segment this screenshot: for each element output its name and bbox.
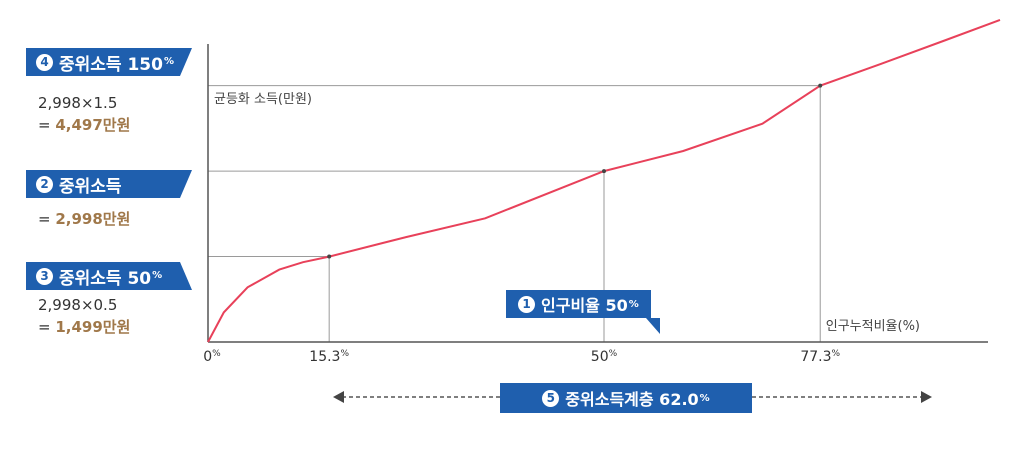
callout-pointer-icon [646, 318, 660, 334]
number-badge-4: 4 [36, 53, 53, 71]
x-axis-label: 인구누적비율(%) [826, 319, 920, 334]
arrow-left-icon [333, 391, 344, 403]
calc-50: 2,998×0.5 = 1,499만원 [38, 294, 130, 338]
calc-150: 2,998×1.5 = 4,497만원 [38, 92, 130, 136]
number-badge-3: 3 [36, 267, 53, 285]
label-median-150: 4 중위소득 150% [26, 48, 192, 76]
callout-population-50: 1 인구비율 50% [506, 290, 651, 318]
number-badge-1: 1 [518, 295, 535, 313]
label-median-text: 중위소득 [59, 176, 122, 197]
arrow-right-icon [921, 391, 932, 403]
label-median: 2 중위소득 [26, 170, 192, 198]
calc-50-result: = 1,499만원 [38, 318, 131, 336]
x-tick-label-3: 77.3% [800, 349, 840, 365]
income-curve-line [207, 18, 1001, 343]
calc-50-formula: 2,998×0.5 [38, 296, 118, 314]
label-flag [180, 48, 192, 76]
x-tick-label-2: 50% [591, 349, 618, 365]
calc-median: = 2,998만원 [38, 208, 130, 230]
label-median-150-text: 중위소득 150% [59, 54, 174, 75]
number-badge-5: 5 [542, 389, 560, 407]
reference-point-2 [818, 83, 823, 88]
label-median-50: 3 중위소득 50% [26, 262, 192, 290]
x-tick-label-1: 15.3% [309, 349, 349, 365]
calc-median-result: = 2,998만원 [38, 210, 131, 228]
callout-population-50-text: 인구비율 50 [541, 296, 628, 315]
calc-150-formula: 2,998×1.5 [38, 94, 118, 112]
reference-point-0 [327, 254, 332, 259]
callout-median-class-text: 중위소득계층 62.0 [565, 390, 699, 409]
label-median-50-text: 중위소득 50% [59, 268, 163, 289]
label-flag [180, 170, 192, 198]
number-badge-2: 2 [36, 175, 53, 193]
label-flag [180, 262, 192, 290]
calc-150-result: = 4,497만원 [38, 116, 131, 134]
x-tick-label-0: 0% [203, 349, 221, 365]
y-axis-label: 균등화 소득(만원) [214, 92, 312, 107]
reference-point-1 [602, 169, 606, 174]
callout-median-class: 5 중위소득계층 62.0% [500, 383, 752, 413]
